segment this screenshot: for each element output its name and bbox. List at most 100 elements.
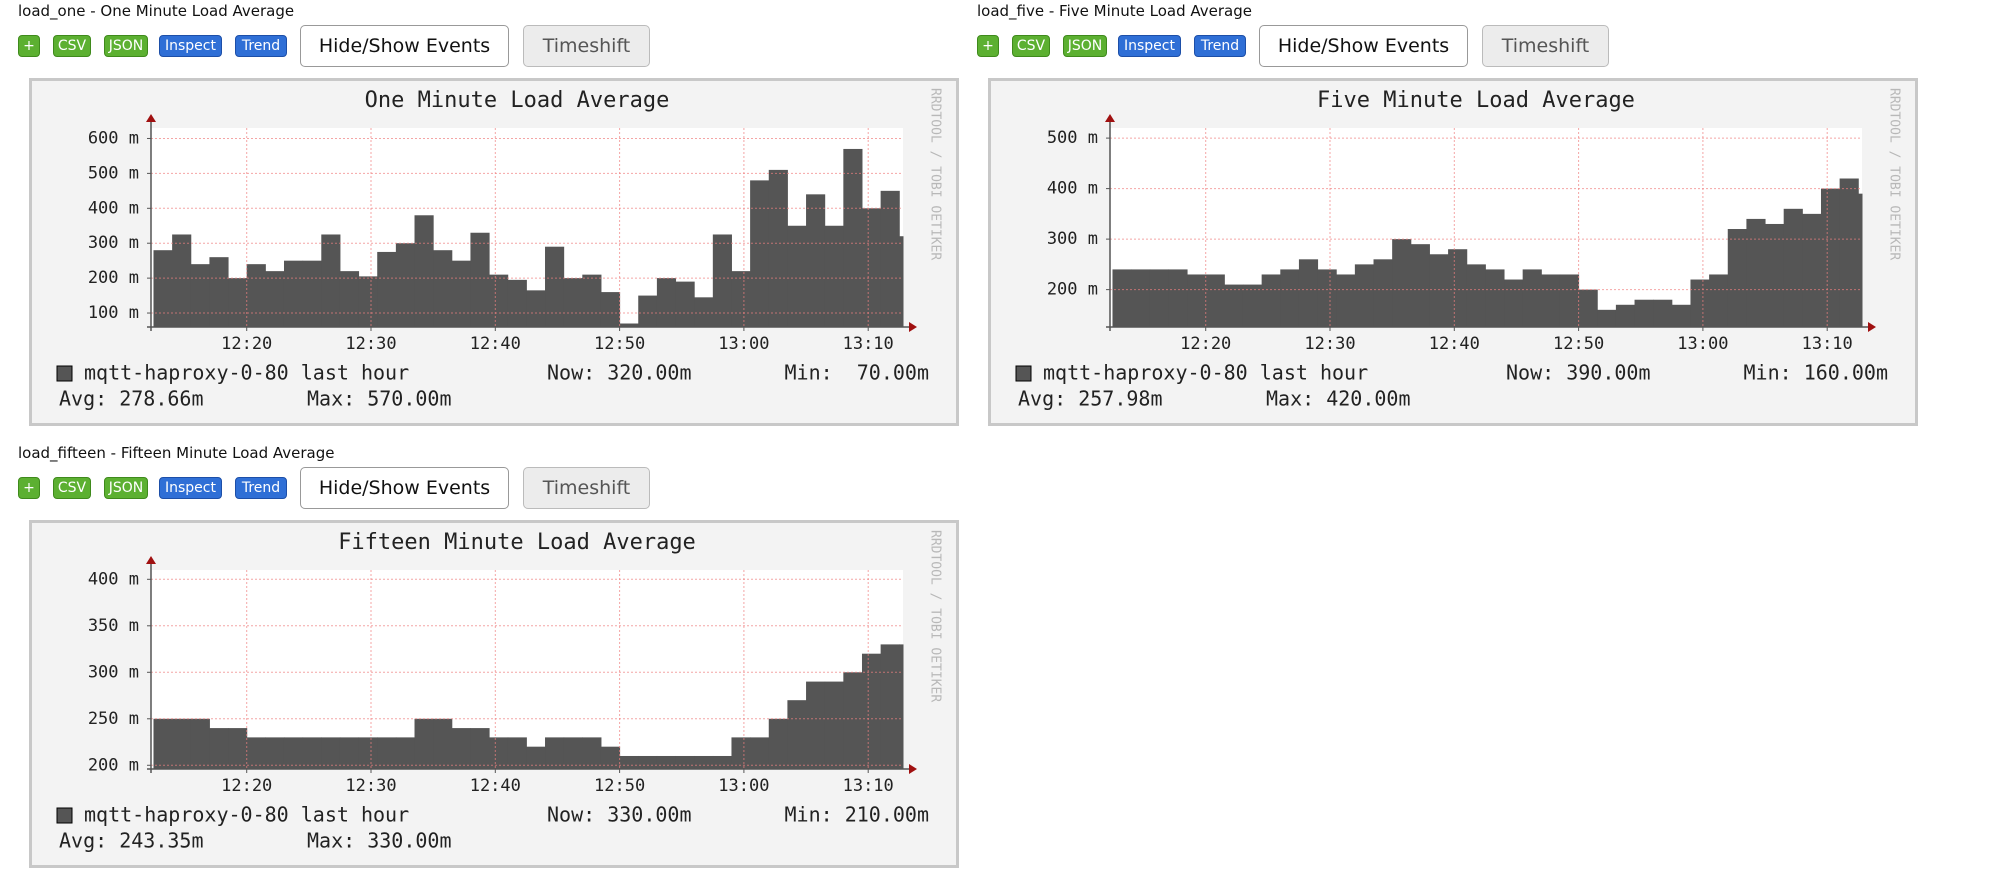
area-step (451, 260, 471, 327)
area-step (600, 292, 621, 327)
button[interactable]: Inspect (159, 477, 222, 499)
area-step (1466, 264, 1486, 327)
area-step (414, 718, 434, 769)
button[interactable]: Trend (1194, 35, 1246, 57)
panel-heading: load_five - Five Minute Load Average (977, 2, 1252, 20)
area-step (1671, 304, 1691, 327)
area-step (563, 737, 583, 769)
button[interactable]: JSON (104, 477, 148, 499)
legend-stat: Min: 160.00m (1744, 361, 1889, 385)
button[interactable]: Timeshift (523, 25, 650, 67)
button[interactable]: + (977, 35, 999, 57)
area-step (302, 260, 322, 327)
y-tick-label: 200 m (1047, 280, 1098, 300)
x-tick-label: 12:30 (345, 776, 396, 796)
button[interactable]: CSV (53, 477, 91, 499)
area-step (638, 755, 658, 769)
area-step (283, 260, 304, 327)
button[interactable]: Trend (235, 35, 287, 57)
area-step (768, 169, 788, 327)
area-step (712, 755, 732, 769)
x-tick-label: 12:50 (594, 334, 645, 354)
y-tick-label: 300 m (88, 662, 139, 682)
y-tick-label: 500 m (1047, 128, 1098, 148)
x-tick-label: 12:40 (470, 334, 521, 354)
area-step (861, 208, 882, 327)
area-step (339, 271, 360, 327)
legend-stat: Now: 390.00m (1506, 361, 1651, 385)
area-step (209, 728, 229, 769)
area-step (1653, 299, 1673, 327)
axis-arrow (909, 764, 917, 774)
y-tick-label: 400 m (88, 198, 139, 218)
y-tick-label: 400 m (1047, 179, 1098, 199)
area-step (1205, 274, 1225, 327)
area-step (545, 246, 565, 327)
area-step (899, 236, 904, 327)
area-step (1149, 269, 1169, 327)
area-step (1820, 188, 1841, 327)
legend-stat: Now: 320.00m (547, 361, 692, 385)
axis-arrow (1105, 114, 1115, 122)
area-step (731, 271, 751, 327)
area-step (861, 653, 882, 769)
area-step (1578, 289, 1598, 327)
x-tick-label: 13:00 (718, 776, 769, 796)
area-step (283, 737, 304, 769)
y-tick-label: 600 m (88, 128, 139, 148)
area-step (507, 279, 527, 327)
area-step (1839, 178, 1859, 327)
legend-stat: Avg: 257.98m (1018, 387, 1163, 411)
area-step (1709, 274, 1729, 327)
button[interactable]: Hide/Show Events (300, 467, 509, 509)
panel-heading: load_one - One Minute Load Average (18, 2, 295, 20)
area-step (1373, 259, 1393, 327)
button[interactable]: Hide/Show Events (300, 25, 509, 67)
area-step (619, 323, 639, 327)
area-step (619, 755, 639, 769)
area-step (563, 278, 583, 327)
area-step (1634, 299, 1654, 327)
legend-stat: Max: 330.00m (307, 829, 452, 853)
area-step (1615, 304, 1636, 327)
button[interactable]: Trend (235, 477, 287, 499)
area-step (750, 180, 770, 327)
button[interactable]: JSON (104, 35, 148, 57)
button[interactable]: CSV (53, 35, 91, 57)
button[interactable]: CSV (1012, 35, 1050, 57)
y-tick-label: 400 m (88, 569, 139, 589)
panel-heading: load_fifteen - Fifteen Minute Load Avera… (18, 444, 335, 462)
x-tick-label: 12:30 (345, 334, 396, 354)
area-step (1746, 218, 1766, 327)
chart: Five Minute Load Average RRDTOOL / TOBI O… (988, 78, 1918, 426)
area-step (358, 737, 378, 769)
legend-swatch (56, 807, 73, 824)
area-step (750, 737, 770, 769)
area-step (1280, 269, 1300, 327)
button[interactable]: JSON (1063, 35, 1107, 57)
button[interactable]: Timeshift (523, 467, 650, 509)
button[interactable]: Inspect (159, 35, 222, 57)
area-step (1802, 213, 1822, 327)
button[interactable]: Inspect (1118, 35, 1181, 57)
x-tick-label: 12:20 (221, 776, 272, 796)
y-tick-label: 250 m (88, 709, 139, 729)
legend-swatch (56, 365, 73, 382)
button[interactable]: + (18, 35, 40, 57)
area-step (1448, 249, 1468, 327)
legend-swatch (1015, 365, 1032, 382)
y-tick-label: 100 m (88, 303, 139, 323)
area-step (172, 718, 192, 769)
button[interactable]: Hide/Show Events (1259, 25, 1468, 67)
area-step (1112, 269, 1132, 327)
area-step (433, 250, 453, 327)
x-tick-label: 12:50 (1553, 334, 1604, 354)
area-step (190, 718, 210, 769)
area-step (843, 672, 863, 769)
legend-stat: Min: 70.00m (785, 361, 930, 385)
area-step (377, 737, 397, 769)
button[interactable]: + (18, 477, 40, 499)
legend-stat: Avg: 278.66m (59, 387, 204, 411)
area-step (824, 225, 844, 327)
button[interactable]: Timeshift (1482, 25, 1609, 67)
